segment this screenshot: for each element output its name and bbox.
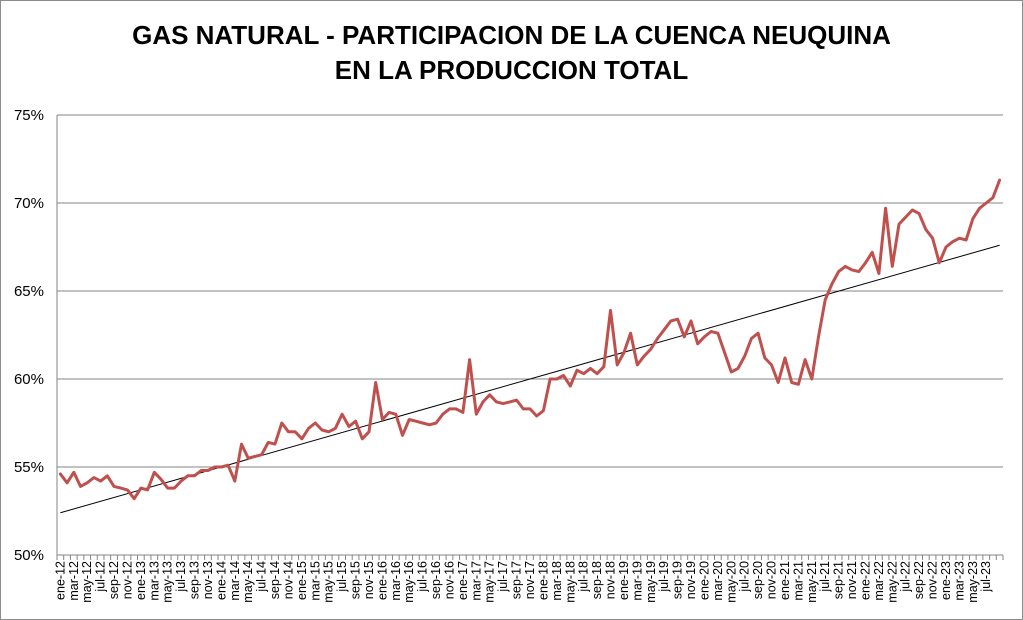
x-tick-label: ene-12 xyxy=(53,561,67,600)
x-tick-label: may-16 xyxy=(402,561,416,603)
x-tick-label: mar-21 xyxy=(791,561,805,601)
x-tick-label: mar-17 xyxy=(469,561,483,601)
y-tick-label: 60% xyxy=(14,371,44,388)
x-tick-label: nov-18 xyxy=(604,561,618,599)
x-tick-label: ene-14 xyxy=(214,561,228,600)
x-tick-label: sep-17 xyxy=(510,561,524,599)
x-tick-label: may-15 xyxy=(322,561,336,603)
x-tick-label: mar-16 xyxy=(389,561,403,601)
y-tick-label: 65% xyxy=(14,283,44,300)
x-tick-label: jul-23 xyxy=(979,561,993,593)
x-tick-label: sep-13 xyxy=(188,561,202,599)
y-tick-label: 55% xyxy=(14,459,44,476)
y-tick-label: 50% xyxy=(14,547,44,564)
x-tick-label: nov-12 xyxy=(120,561,134,599)
x-tick-label: may-13 xyxy=(161,561,175,603)
x-tick-label: mar-19 xyxy=(630,561,644,601)
x-tick-label: sep-18 xyxy=(590,561,604,599)
x-tick-label: jul-17 xyxy=(496,561,510,593)
x-tick-label: ene-16 xyxy=(375,561,389,600)
x-tick-label: ene-22 xyxy=(858,561,872,600)
x-tick-label: may-21 xyxy=(805,561,819,603)
x-tick-label: ene-15 xyxy=(295,561,309,600)
x-tick-label: nov-13 xyxy=(201,561,215,599)
x-tick-label: may-17 xyxy=(483,561,497,603)
x-tick-label: nov-17 xyxy=(523,561,537,599)
x-tick-label: sep-20 xyxy=(751,561,765,599)
x-tick-label: mar-22 xyxy=(872,561,886,601)
x-tick-label: sep-14 xyxy=(268,561,282,599)
x-tick-label: jul-22 xyxy=(899,561,913,593)
x-tick-label: ene-18 xyxy=(536,561,550,600)
x-tick-label: mar-15 xyxy=(308,561,322,601)
x-tick-label: ene-20 xyxy=(697,561,711,600)
x-tick-label: mar-23 xyxy=(952,561,966,601)
x-tick-label: sep-16 xyxy=(429,561,443,599)
x-tick-label: jul-19 xyxy=(657,561,671,593)
x-tick-label: may-14 xyxy=(241,561,255,603)
x-tick-label: mar-12 xyxy=(67,561,81,601)
x-tick-label: mar-14 xyxy=(228,561,242,601)
x-tick-label: nov-20 xyxy=(765,561,779,599)
x-tick-label: ene-23 xyxy=(939,561,953,600)
x-tick-label: sep-19 xyxy=(671,561,685,599)
y-tick-label: 75% xyxy=(14,107,44,124)
x-tick-label: jul-14 xyxy=(255,561,269,593)
x-tick-label: nov-16 xyxy=(442,561,456,599)
x-tick-label: jul-16 xyxy=(416,561,430,593)
x-tick-label: ene-17 xyxy=(456,561,470,600)
x-tick-label: mar-13 xyxy=(147,561,161,601)
x-tick-label: may-18 xyxy=(563,561,577,603)
series-line xyxy=(58,178,1002,501)
x-tick-label: nov-22 xyxy=(926,561,940,599)
x-tick-label: may-22 xyxy=(885,561,899,603)
x-tick-label: may-19 xyxy=(644,561,658,603)
x-tick-label: may-12 xyxy=(80,561,94,603)
x-tick-label: jul-12 xyxy=(94,561,108,593)
x-tick-label: mar-18 xyxy=(550,561,564,601)
x-tick-label: sep-12 xyxy=(107,561,121,599)
x-tick-label: jul-15 xyxy=(335,561,349,593)
x-tick-label: nov-21 xyxy=(845,561,859,599)
x-tick-label: jul-13 xyxy=(174,561,188,593)
x-tick-label: ene-21 xyxy=(778,561,792,600)
x-tick-label: sep-15 xyxy=(349,561,363,599)
x-tick-label: jul-21 xyxy=(818,561,832,593)
x-tick-label: ene-19 xyxy=(617,561,631,600)
x-tick-label: nov-14 xyxy=(281,561,295,599)
chart-title-line1: GAS NATURAL - PARTICIPACION DE LA CUENCA… xyxy=(132,20,891,50)
x-tick-label: may-20 xyxy=(724,561,738,603)
x-tick-label: sep-22 xyxy=(912,561,926,599)
y-tick-label: 70% xyxy=(14,195,44,212)
x-tick-label: may-23 xyxy=(966,561,980,603)
x-tick-label: nov-19 xyxy=(684,561,698,599)
x-tick-label: ene-13 xyxy=(134,561,148,600)
x-tick-label: mar-20 xyxy=(711,561,725,601)
x-tick-label: jul-20 xyxy=(738,561,752,593)
x-tick-label: sep-21 xyxy=(832,561,846,599)
x-tick-label: nov-15 xyxy=(362,561,376,599)
x-tick-label: jul-18 xyxy=(577,561,591,593)
chart-title: GAS NATURAL - PARTICIPACION DE LA CUENCA… xyxy=(0,18,1023,88)
chart-title-line2: EN LA PRODUCCION TOTAL xyxy=(334,55,689,85)
